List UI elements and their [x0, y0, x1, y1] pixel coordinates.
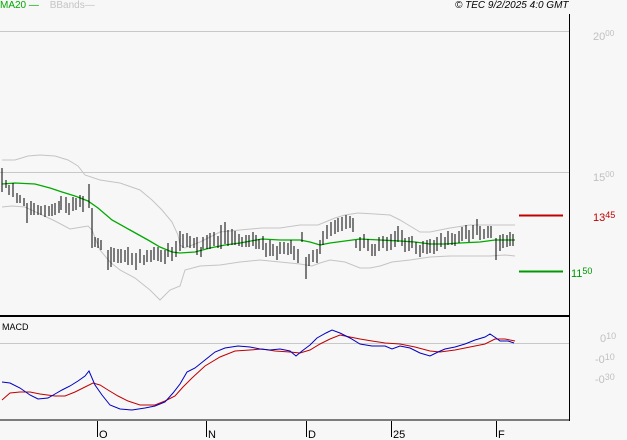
x-tick-dec: D	[308, 429, 316, 440]
price-label-2000: 2000	[593, 29, 615, 43]
legend-bbands: BBands—	[49, 0, 95, 11]
x-tick-2025: 25	[393, 429, 405, 440]
x-tick-feb: F	[498, 429, 505, 440]
x-axis-ticks	[97, 421, 497, 437]
macd-signal-line	[1, 334, 516, 406]
x-tick-oct: O	[99, 429, 108, 440]
chart-legend: MA20 — BBands—	[0, 0, 95, 11]
price-label-1500: 1500	[593, 170, 615, 184]
copyright-timestamp: © TEC 9/2/2025 4:0 GMT	[455, 0, 569, 11]
macd-label-neg0.30: -030	[595, 372, 615, 386]
bbands-upper	[2, 154, 515, 249]
macd-panel-title: MACD	[2, 322, 29, 332]
macd-label-neg0.10: -010	[595, 352, 615, 366]
macd-label-0.10: 010	[600, 331, 616, 345]
support-label: 1150	[571, 266, 592, 280]
macd-line	[1, 329, 515, 411]
legend-ma20: MA20 —	[0, 0, 39, 11]
price-bars	[1, 168, 514, 279]
ma20-line	[1, 182, 515, 254]
x-tick-nov: N	[208, 429, 216, 440]
bbands-lower	[1, 205, 516, 301]
resistance-label: 1345	[593, 210, 615, 224]
